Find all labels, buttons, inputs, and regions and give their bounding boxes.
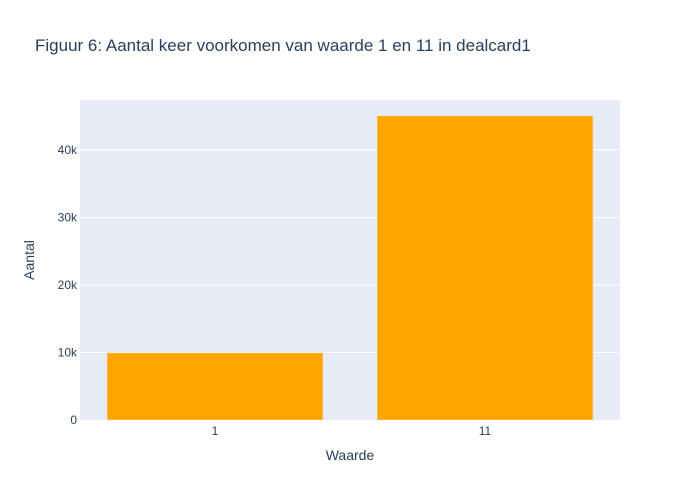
x-tick-label: 1 — [212, 424, 219, 438]
y-tick-label: 30k — [58, 210, 78, 224]
y-tick-label: 10k — [58, 345, 78, 359]
bar-11[interactable] — [376, 115, 594, 421]
y-tick-label: 0 — [70, 413, 77, 427]
y-axis-label: Aantal — [21, 240, 37, 280]
x-tick-label: 11 — [479, 424, 492, 438]
bar-1[interactable] — [106, 352, 324, 421]
y-tick-labels: 0 10k 20k 30k 40k — [58, 143, 78, 427]
bars — [106, 115, 594, 421]
chart-title: Figuur 6: Aantal keer voorkomen van waar… — [35, 36, 531, 55]
y-tick-label: 40k — [58, 143, 78, 157]
y-tick-label: 20k — [58, 278, 78, 292]
x-tick-labels: 1 11 — [212, 424, 492, 438]
x-axis-label: Waarde — [326, 447, 375, 463]
